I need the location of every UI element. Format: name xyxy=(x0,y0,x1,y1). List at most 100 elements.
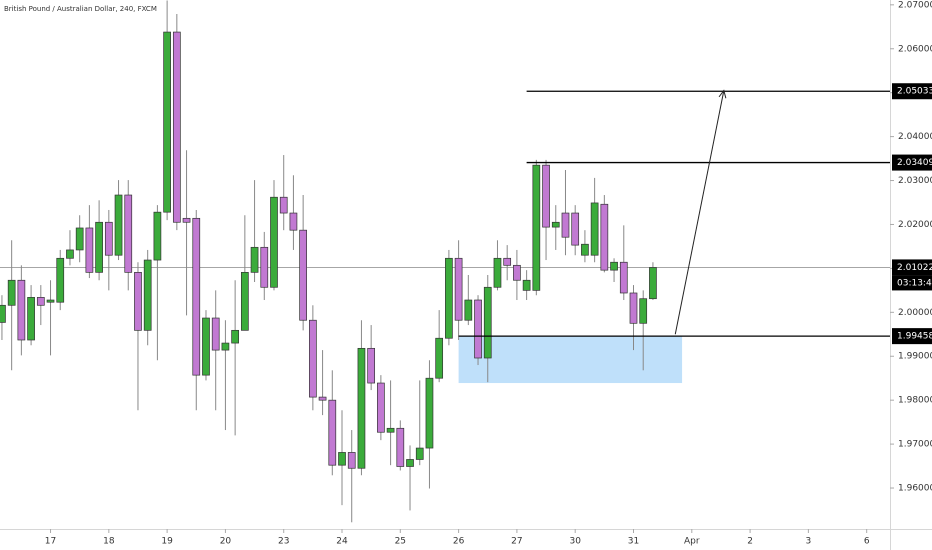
candle-body xyxy=(542,164,550,228)
candle-body xyxy=(0,304,6,323)
y-tick-label: 2.02000 xyxy=(898,220,932,230)
candle-body xyxy=(357,347,366,469)
last-price-bg xyxy=(892,259,932,276)
candle-body xyxy=(454,257,463,321)
candle-body xyxy=(474,299,482,359)
candle-body xyxy=(279,196,288,214)
level-label-bg xyxy=(892,154,932,171)
y-tick-label: 1.96000 xyxy=(898,484,932,494)
candle-body xyxy=(202,317,210,376)
x-tick-label: 6 xyxy=(864,537,870,547)
candle-body xyxy=(619,261,628,294)
candle-body xyxy=(114,194,123,256)
arrow-head xyxy=(718,89,727,99)
y-tick-label: 1.97000 xyxy=(898,440,932,450)
x-tick-label: 30 xyxy=(569,537,581,547)
x-tick-label: 20 xyxy=(220,537,232,547)
candle-body xyxy=(240,271,249,331)
candle-body xyxy=(590,202,599,256)
candle-body xyxy=(377,382,385,433)
candle-body xyxy=(493,257,502,288)
x-tick-label: 17 xyxy=(45,537,56,547)
candle-body xyxy=(75,227,84,251)
candle-body xyxy=(143,259,152,331)
candle-body xyxy=(435,337,444,379)
x-tick-label: Apr xyxy=(684,537,700,547)
y-tick-label: 1.99000 xyxy=(898,352,932,362)
candle-body xyxy=(163,31,171,213)
candle-body xyxy=(571,212,580,246)
candle-body xyxy=(367,347,376,384)
level-label-bg xyxy=(892,328,932,345)
candle-body xyxy=(318,396,327,401)
level-label: 2.05033 xyxy=(897,87,932,97)
candle-body xyxy=(17,279,26,341)
candle-body xyxy=(328,399,337,466)
y-tick-label: 2.00000 xyxy=(898,308,932,318)
candle-body xyxy=(561,212,570,238)
candle-body xyxy=(649,267,657,300)
x-tick-label: 2 xyxy=(747,537,753,547)
candle-body xyxy=(415,447,424,460)
candle-body xyxy=(250,246,259,273)
candle-body xyxy=(483,286,492,359)
candle-body xyxy=(425,377,434,449)
x-tick-label: 26 xyxy=(453,537,465,547)
candle-body xyxy=(309,319,317,398)
candle-body xyxy=(522,279,531,291)
candle-body xyxy=(46,299,55,303)
candle-body xyxy=(347,452,356,469)
candle-body xyxy=(464,299,473,321)
candle-body xyxy=(95,221,103,273)
candle-body xyxy=(56,257,65,303)
x-tick-label: 3 xyxy=(806,537,812,547)
candle-body xyxy=(551,221,560,228)
candle-body xyxy=(299,229,307,321)
candle-body xyxy=(66,249,74,259)
candle-body xyxy=(36,297,45,306)
x-tick-label: 25 xyxy=(395,537,406,547)
candle-body xyxy=(639,298,648,324)
candle-body xyxy=(231,329,239,344)
candle-body xyxy=(192,217,201,376)
y-tick-label: 2.06000 xyxy=(898,44,932,54)
candle-body xyxy=(172,31,181,223)
candle-body xyxy=(386,427,395,433)
countdown: 03:13:47 xyxy=(897,278,932,288)
candle-body xyxy=(124,194,133,273)
candle-body xyxy=(513,264,521,281)
candle-body xyxy=(270,196,278,288)
candle-body xyxy=(85,227,94,273)
candle-body xyxy=(581,243,589,256)
y-tick-label: 2.04000 xyxy=(898,132,932,142)
x-tick-label: 31 xyxy=(628,537,639,547)
candle-body xyxy=(629,292,638,324)
candle-body xyxy=(211,317,220,351)
y-tick-label: 2.03000 xyxy=(898,176,932,186)
x-tick-label: 24 xyxy=(336,537,348,547)
demand-zone xyxy=(458,336,683,384)
candle-body xyxy=(338,452,346,466)
x-tick-label: 18 xyxy=(103,537,115,547)
countdown-bg xyxy=(892,275,932,291)
candle-body xyxy=(27,297,35,341)
candle-body xyxy=(134,271,142,331)
candle-body xyxy=(7,279,16,306)
level-label: 2.03409 xyxy=(897,158,932,168)
y-tick-label: 2.07000 xyxy=(898,0,932,10)
level-label: 1.99458 xyxy=(897,332,932,342)
chart-title: British Pound / Australian Dollar, 240, … xyxy=(4,5,157,13)
y-tick-label: 1.98000 xyxy=(898,396,932,406)
candle-body xyxy=(406,459,414,467)
candle-body xyxy=(221,342,230,351)
candle-body xyxy=(289,212,298,231)
candle-body xyxy=(610,261,618,271)
x-tick-label: 19 xyxy=(161,537,173,547)
level-label-bg xyxy=(892,83,932,100)
x-tick-label: 23 xyxy=(278,537,289,547)
candle-body xyxy=(396,427,405,467)
candle-body xyxy=(503,257,512,266)
candle-body xyxy=(153,211,162,261)
candle-body xyxy=(104,221,113,256)
